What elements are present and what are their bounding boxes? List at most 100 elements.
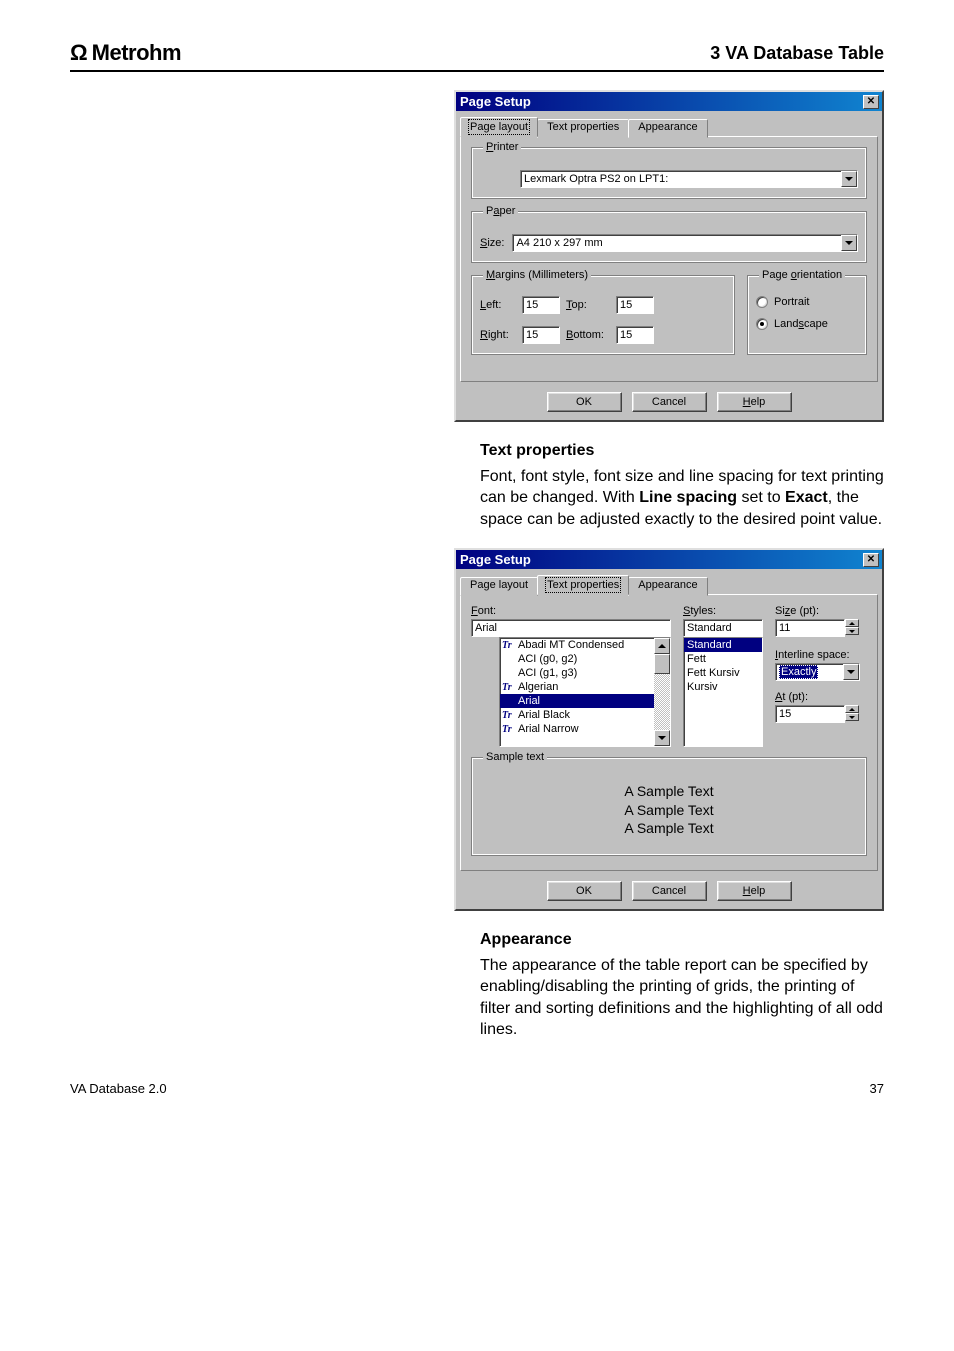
list-item[interactable]: TrArial bbox=[500, 694, 654, 708]
chevron-down-icon[interactable] bbox=[843, 664, 859, 680]
styles-column: Styles: StandardFettFett KursivKursiv bbox=[683, 605, 763, 747]
styles-label: Styles: bbox=[683, 605, 763, 617]
button-row: OK Cancel Help bbox=[456, 386, 882, 420]
brand-text: Metrohm bbox=[92, 40, 181, 66]
at-input[interactable] bbox=[775, 705, 845, 723]
sample-text: A Sample Text A Sample Text A Sample Tex… bbox=[480, 778, 858, 845]
radio-landscape[interactable]: Landscape bbox=[756, 318, 858, 330]
brand: Ω Metrohm bbox=[70, 40, 181, 66]
dialog-title: Page Setup bbox=[460, 94, 531, 109]
font-input[interactable] bbox=[471, 619, 671, 637]
paper-fieldset: Paper Size: A4 210 x 297 mm bbox=[471, 211, 867, 263]
size-label: Size: bbox=[480, 237, 504, 249]
text-properties-paragraph: Text properties Font, font style, font s… bbox=[480, 440, 884, 530]
tab-panel: Font: TrAbadi MT CondensedTrACI (g0, g2)… bbox=[460, 594, 878, 871]
interline-select[interactable]: Exactly bbox=[775, 663, 860, 681]
sample-legend: Sample text bbox=[483, 751, 547, 763]
chapter-title: 3 VA Database Table bbox=[710, 43, 884, 64]
radio-portrait[interactable]: Portrait bbox=[756, 296, 858, 308]
page-setup-dialog-2: Page Setup ✕ Page layout Text properties… bbox=[454, 548, 884, 911]
scroll-down-icon[interactable] bbox=[654, 730, 670, 746]
tab-text-properties[interactable]: Text properties bbox=[537, 575, 629, 595]
list-item[interactable]: TrArial Narrow bbox=[500, 722, 654, 736]
chevron-down-icon[interactable] bbox=[841, 235, 857, 251]
title-bar: Page Setup ✕ bbox=[456, 550, 882, 569]
tab-appearance[interactable]: Appearance bbox=[628, 577, 707, 596]
paper-legend: Paper bbox=[483, 205, 518, 217]
margin-top-input[interactable] bbox=[616, 296, 654, 314]
list-item[interactable]: Fett Kursiv bbox=[684, 666, 762, 680]
page-footer: VA Database 2.0 37 bbox=[70, 1081, 884, 1096]
list-item[interactable]: TrArial Black bbox=[500, 708, 654, 722]
list-item[interactable]: Fett bbox=[684, 652, 762, 666]
tab-panel: Printer Lexmark Optra PS2 on LPT1: Paper… bbox=[460, 136, 878, 382]
truetype-icon: Tr bbox=[502, 710, 514, 720]
help-button[interactable]: Help bbox=[717, 881, 792, 901]
size-input[interactable] bbox=[775, 619, 845, 637]
appearance-paragraph: Appearance The appearance of the table r… bbox=[480, 929, 884, 1041]
list-item[interactable]: Kursiv bbox=[684, 680, 762, 694]
dialog-title: Page Setup bbox=[460, 552, 531, 567]
cancel-button[interactable]: Cancel bbox=[632, 881, 707, 901]
list-item[interactable]: TrAbadi MT Condensed bbox=[500, 638, 654, 652]
truetype-icon: Tr bbox=[502, 696, 514, 706]
help-button[interactable]: Help bbox=[717, 392, 792, 412]
page-header: Ω Metrohm 3 VA Database Table bbox=[70, 40, 884, 72]
footer-right: 37 bbox=[870, 1081, 884, 1096]
page-setup-dialog-1: Page Setup ✕ Page layout Text properties… bbox=[454, 90, 884, 422]
ok-button[interactable]: OK bbox=[547, 881, 622, 901]
radio-icon bbox=[756, 318, 768, 330]
list-item[interactable]: TrAlgerian bbox=[500, 680, 654, 694]
margin-bottom-input[interactable] bbox=[616, 326, 654, 344]
scrollbar[interactable] bbox=[654, 638, 670, 746]
printer-fieldset: Printer Lexmark Optra PS2 on LPT1: bbox=[471, 147, 867, 199]
right-label: Right: bbox=[480, 329, 522, 341]
left-label: Left: bbox=[480, 299, 522, 311]
scroll-up-icon[interactable] bbox=[654, 638, 670, 654]
tab-page-layout[interactable]: Page layout bbox=[460, 577, 538, 596]
list-item[interactable]: Standard bbox=[684, 638, 762, 652]
paper-size-select[interactable]: A4 210 x 297 mm bbox=[512, 234, 858, 252]
section-heading: Text properties bbox=[480, 440, 884, 462]
orientation-legend: Page orientation bbox=[759, 269, 845, 281]
styles-input[interactable] bbox=[683, 619, 763, 637]
footer-left: VA Database 2.0 bbox=[70, 1081, 167, 1096]
truetype-icon: Tr bbox=[502, 682, 514, 692]
styles-listbox[interactable]: StandardFettFett KursivKursiv bbox=[683, 637, 763, 747]
scroll-thumb[interactable] bbox=[654, 654, 670, 674]
at-spinner[interactable] bbox=[845, 705, 859, 723]
tab-strip: Page layout Text properties Appearance bbox=[456, 569, 882, 594]
printer-select[interactable]: Lexmark Optra PS2 on LPT1: bbox=[520, 170, 858, 188]
bottom-label: Bottom: bbox=[566, 329, 616, 341]
interline-label: Interline space: bbox=[775, 649, 875, 661]
omega-icon: Ω bbox=[70, 40, 88, 66]
close-icon[interactable]: ✕ bbox=[863, 95, 879, 109]
list-item[interactable]: TrACI (g0, g2) bbox=[500, 652, 654, 666]
tab-appearance[interactable]: Appearance bbox=[628, 119, 707, 138]
list-item[interactable]: TrACI (g1, g3) bbox=[500, 666, 654, 680]
sample-fieldset: Sample text A Sample Text A Sample Text … bbox=[471, 757, 867, 856]
margins-fieldset: Margins (Millimeters) Left: Top: Right: … bbox=[471, 275, 735, 355]
chevron-down-icon[interactable] bbox=[841, 171, 857, 187]
font-listbox[interactable]: TrAbadi MT CondensedTrACI (g0, g2)TrACI … bbox=[499, 637, 671, 747]
section-heading: Appearance bbox=[480, 929, 884, 951]
tab-strip: Page layout Text properties Appearance bbox=[456, 111, 882, 136]
truetype-icon: Tr bbox=[502, 724, 514, 734]
tab-page-layout[interactable]: Page layout bbox=[460, 117, 538, 137]
margin-right-input[interactable] bbox=[522, 326, 560, 344]
close-icon[interactable]: ✕ bbox=[863, 553, 879, 567]
tab-text-properties[interactable]: Text properties bbox=[537, 119, 629, 138]
orientation-fieldset: Page orientation Portrait Landscape bbox=[747, 275, 867, 355]
font-label: Font: bbox=[471, 605, 671, 617]
size-spinner[interactable] bbox=[845, 619, 859, 637]
title-bar: Page Setup ✕ bbox=[456, 92, 882, 111]
margin-left-input[interactable] bbox=[522, 296, 560, 314]
ok-button[interactable]: OK bbox=[547, 392, 622, 412]
truetype-icon: Tr bbox=[502, 640, 514, 650]
right-column: Size (pt): Interline space: Exactly At (… bbox=[775, 605, 875, 723]
size-label: Size (pt): bbox=[775, 605, 875, 617]
printer-legend: Printer bbox=[483, 141, 521, 153]
at-label: At (pt): bbox=[775, 691, 875, 703]
font-column: Font: TrAbadi MT CondensedTrACI (g0, g2)… bbox=[471, 605, 671, 747]
cancel-button[interactable]: Cancel bbox=[632, 392, 707, 412]
